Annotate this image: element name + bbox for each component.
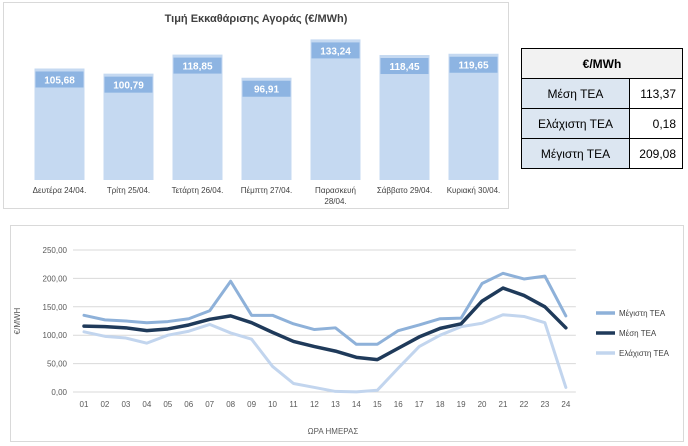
category-label: 28/04. [324,197,346,206]
data-label: 96,91 [254,85,279,96]
y-tick-label: 150,00 [43,303,68,312]
y-tick-label: 0,00 [51,388,67,397]
data-label: 118,85 [182,62,212,73]
hourly-price-line-chart: ΩΡΑ ΗΜΕΡΑΣ €/MWH 0,00 50,00 100,00 150,00 20… [10,225,684,442]
category-label: Σάββατο 29/04. [377,186,432,195]
x-tick-label: 10 [268,400,277,409]
stats-value-max: 209,08 [629,138,683,169]
x-tick-label: 08 [226,400,235,409]
x-axis-label: ΩΡΑ ΗΜΕΡΑΣ [308,427,359,436]
x-tick-label: 13 [331,400,340,409]
x-tick-label: 23 [540,400,549,409]
bar [310,39,361,180]
x-tick-label: 06 [184,400,193,409]
series-line [82,271,568,346]
data-label: 105,68 [44,75,75,86]
x-tick-label: 15 [373,400,382,409]
stats-value-mean: 113,37 [629,78,683,109]
series-line [82,286,568,362]
category-label: Κυριακή 30/04. [447,186,501,195]
x-tick-label: 12 [310,400,319,409]
price-stats-table: €/MWh Μέση ΤΕΑ 113,37 Ελάχιστη ΤΕΑ 0,18 … [521,48,683,169]
data-label-bg [173,57,222,74]
data-label-bg [380,58,429,75]
table-row: Μέση ΤΕΑ 113,37 [521,78,683,109]
data-label-bg [104,76,153,93]
bar-chart-title: Τιμή Εκκαθάρισης Αγοράς (€/MWh) [165,13,348,25]
x-tick-label: 07 [205,400,214,409]
bar [379,55,430,180]
line-chart-svg: ΩΡΑ ΗΜΕΡΑΣ €/MWH 0,00 50,00 100,00 150,00 20… [13,246,670,436]
legend-label: Μέση ΤΕΑ [619,329,657,338]
category-label: Τρίτη 25/04. [107,186,150,195]
stats-label-min: Ελάχιστη ΤΕΑ [521,108,630,139]
data-label-bg [311,42,360,59]
x-tick-label: 16 [394,400,403,409]
bar-chart-svg: Τιμή Εκκαθάρισης Αγοράς (€/MWh) 105,68 Δε… [33,13,501,206]
x-tick-label: 05 [163,400,172,409]
x-tick-label: 14 [352,400,361,409]
category-label: Παρασκευή [315,186,356,195]
x-tick-label: 19 [457,400,466,409]
stats-label-max: Μέγιστη ΤΕΑ [521,138,630,169]
y-tick-label: 100,00 [43,331,68,340]
data-label: 133,24 [320,46,351,57]
y-axis-label: €/MWH [13,307,22,334]
category-label: Δευτέρα 24/04. [33,186,87,195]
category-label: Τετάρτη 26/04. [172,186,224,195]
table-row: Ελάχιστη ΤΕΑ 0,18 [521,108,683,139]
y-tick-label: 250,00 [43,246,68,255]
x-tick-label: 04 [142,400,151,409]
category-label: Πέμπτη 27/04. [241,186,293,195]
x-tick-label: 11 [289,400,298,409]
bar [448,53,499,180]
data-label-bg [35,71,84,88]
stats-value-min: 0,18 [629,108,683,139]
x-tick-label: 20 [478,400,487,409]
x-tick-label: 01 [80,400,89,409]
table-row: Μέγιστη ΤΕΑ 209,08 [521,138,683,169]
x-tick-label: 22 [519,400,528,409]
stats-table-header: €/MWh [521,48,683,79]
weekly-price-bar-chart: Τιμή Εκκαθάρισης Αγοράς (€/MWh) 105,68 Δε… [3,2,509,209]
x-tick-label: 03 [121,400,130,409]
y-tick-label: 50,00 [47,360,68,369]
x-tick-label: 18 [436,400,445,409]
legend-label: Ελάχιστη ΤΕΑ [619,349,670,358]
stats-label-mean: Μέση ΤΕΑ [521,78,630,109]
data-label-bg [242,80,291,97]
x-tick-label: 17 [415,400,424,409]
bar [172,54,223,180]
data-label: 100,79 [113,81,144,92]
x-tick-label: 21 [499,400,508,409]
x-tick-label: 02 [100,400,109,409]
legend-label: Μέγιστη ΤΕΑ [619,309,666,318]
y-tick-label: 200,00 [43,274,68,283]
data-label-bg [449,56,498,73]
x-tick-label: 09 [247,400,256,409]
data-label: 119,65 [458,61,488,72]
x-tick-label: 24 [561,400,570,409]
data-label: 118,45 [389,62,419,73]
series-line [82,313,568,394]
